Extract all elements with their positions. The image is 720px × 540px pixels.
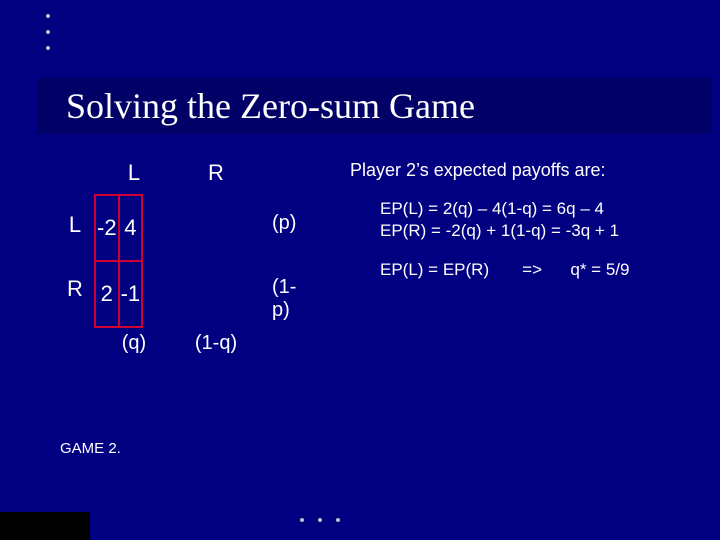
col-prob-q: (q): [94, 332, 174, 355]
row-prob-p: (p): [272, 212, 296, 235]
title-band: Solving the Zero-sum Game: [38, 78, 712, 134]
cell-0-1: 4: [119, 195, 143, 261]
payoff-equations: EP(L) = 2(q) – 4(1-q) = 6q – 4 EP(R) = -…: [380, 198, 619, 242]
ep-l-line: EP(L) = 2(q) – 4(1-q) = 6q – 4: [380, 198, 619, 220]
cell-1-0: 2: [95, 261, 119, 327]
eq-arrow: =>: [522, 260, 542, 279]
col-header-L: L: [94, 160, 174, 186]
col-prob-1-q: (1-q): [176, 332, 256, 355]
eq-left: EP(L) = EP(R): [380, 260, 489, 279]
game-label: GAME 2.: [60, 440, 121, 457]
payoff-table: -2 4 2 -1: [94, 194, 143, 328]
bottom-left-square: [0, 512, 90, 540]
col-header-R: R: [176, 160, 256, 186]
cell-0-0: -2: [95, 195, 119, 261]
decorative-dots-bottom: [300, 518, 354, 522]
cell-1-1: -1: [119, 261, 143, 327]
row-header-R: R: [60, 276, 90, 302]
eq-right: q* = 5/9: [570, 260, 629, 279]
decorative-dots-top-left: [46, 14, 50, 62]
payoff-header: Player 2’s expected payoffs are:: [350, 160, 606, 181]
slide-title: Solving the Zero-sum Game: [66, 85, 475, 127]
row-header-L: L: [60, 212, 90, 238]
ep-r-line: EP(R) = -2(q) + 1(1-q) = -3q + 1: [380, 220, 619, 242]
equilibrium-line: EP(L) = EP(R) => q* = 5/9: [380, 260, 629, 280]
row-prob-1-p: (1-p): [272, 276, 296, 322]
